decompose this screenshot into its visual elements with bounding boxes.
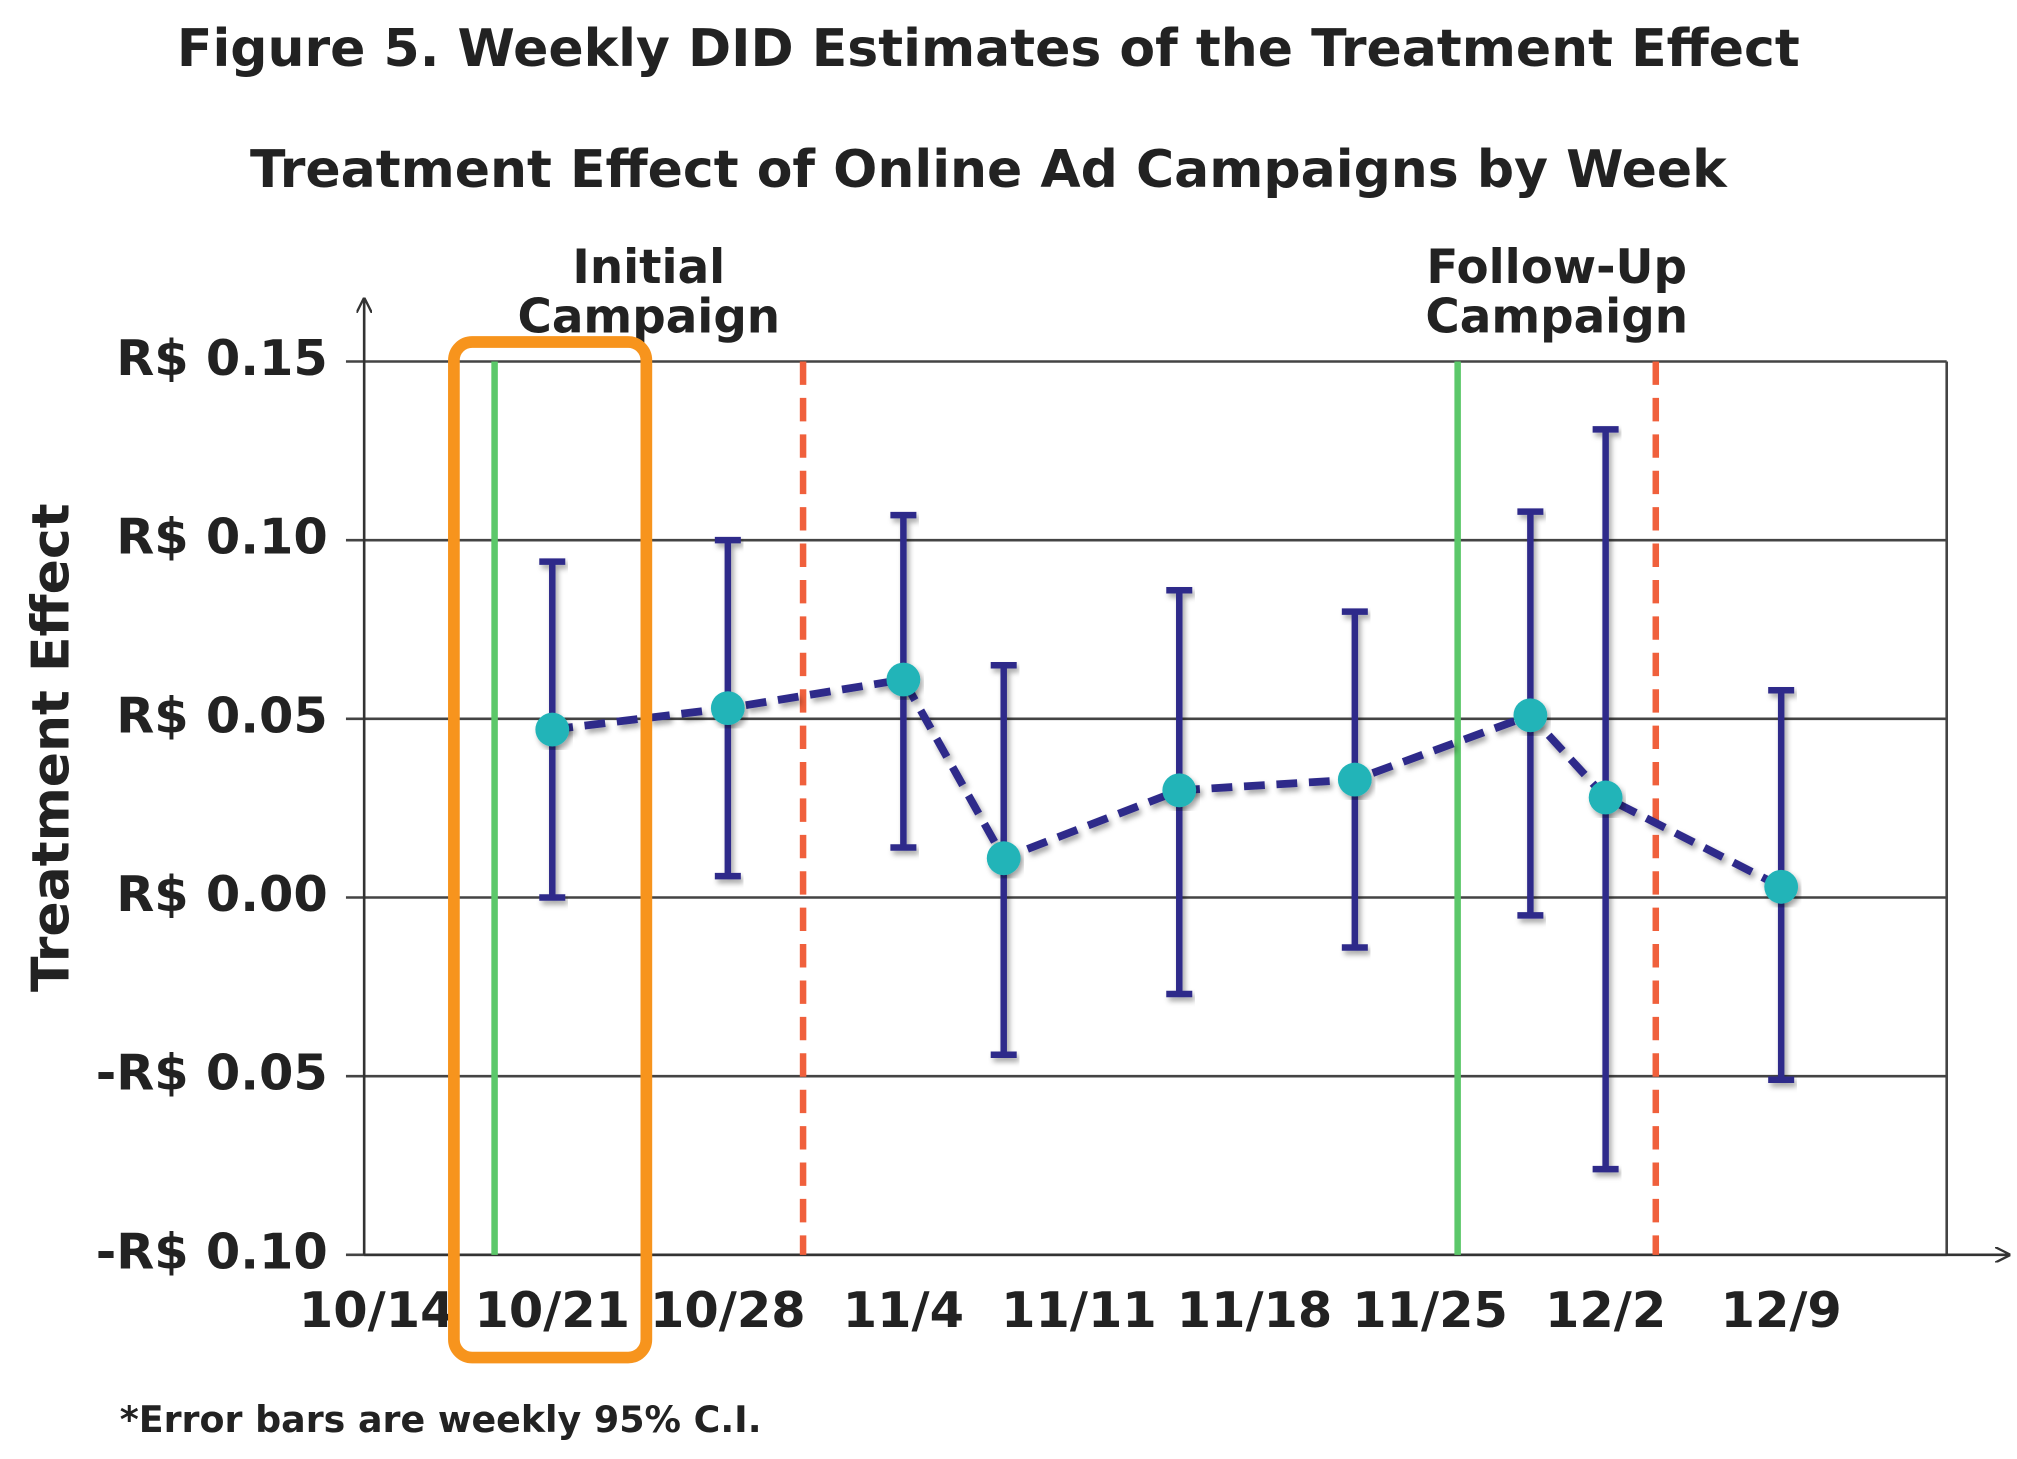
y-tick-label: R$ 0.00	[116, 865, 328, 923]
point	[1764, 869, 1799, 904]
point	[886, 662, 921, 697]
point	[986, 841, 1021, 876]
point	[710, 691, 745, 726]
footnote: *Error bars are weekly 95% C.I.	[120, 1398, 762, 1441]
x-tick-label: 12/2	[1545, 1281, 1666, 1339]
point	[1588, 780, 1623, 815]
x-tick-label: 10/14	[299, 1281, 455, 1339]
point	[1337, 762, 1372, 797]
campaign-label: Campaign	[518, 290, 781, 344]
point	[1513, 698, 1548, 733]
x-tick-label: 10/28	[650, 1281, 806, 1339]
x-tick-label: 11/11	[1001, 1281, 1157, 1339]
x-tick-label: 11/4	[843, 1281, 964, 1339]
campaign-label: Follow-Up	[1426, 241, 1687, 295]
chart-title: Figure 5. Weekly DID Estimates of the Tr…	[177, 19, 1800, 79]
x-tick-label: 11/18	[1177, 1281, 1333, 1339]
campaign-label: Campaign	[1425, 290, 1688, 344]
chart-subtitle: Treatment Effect of Online Ad Campaigns …	[250, 140, 1728, 200]
y-tick-label: -R$ 0.10	[96, 1222, 328, 1280]
x-tick-label: 11/25	[1352, 1281, 1508, 1339]
point	[535, 712, 570, 747]
y-axis-title: Treatment Effect	[22, 503, 82, 992]
campaign-label: Initial	[572, 241, 725, 295]
y-tick-label: -R$ 0.05	[96, 1044, 328, 1102]
point	[1162, 773, 1197, 808]
x-tick-label: 12/9	[1721, 1281, 1842, 1339]
highlight-box	[448, 336, 653, 1364]
y-tick-label: R$ 0.05	[116, 686, 328, 744]
y-tick-label: R$ 0.15	[116, 329, 328, 387]
x-tick-label: 10/21	[474, 1281, 630, 1339]
plot-area: -R$ 0.10 -R$ 0.05 R$ 0.00 R$ 0.05 R$ 0.10 R$ …	[96, 241, 2009, 1339]
y-tick-label: R$ 0.10	[116, 508, 328, 566]
